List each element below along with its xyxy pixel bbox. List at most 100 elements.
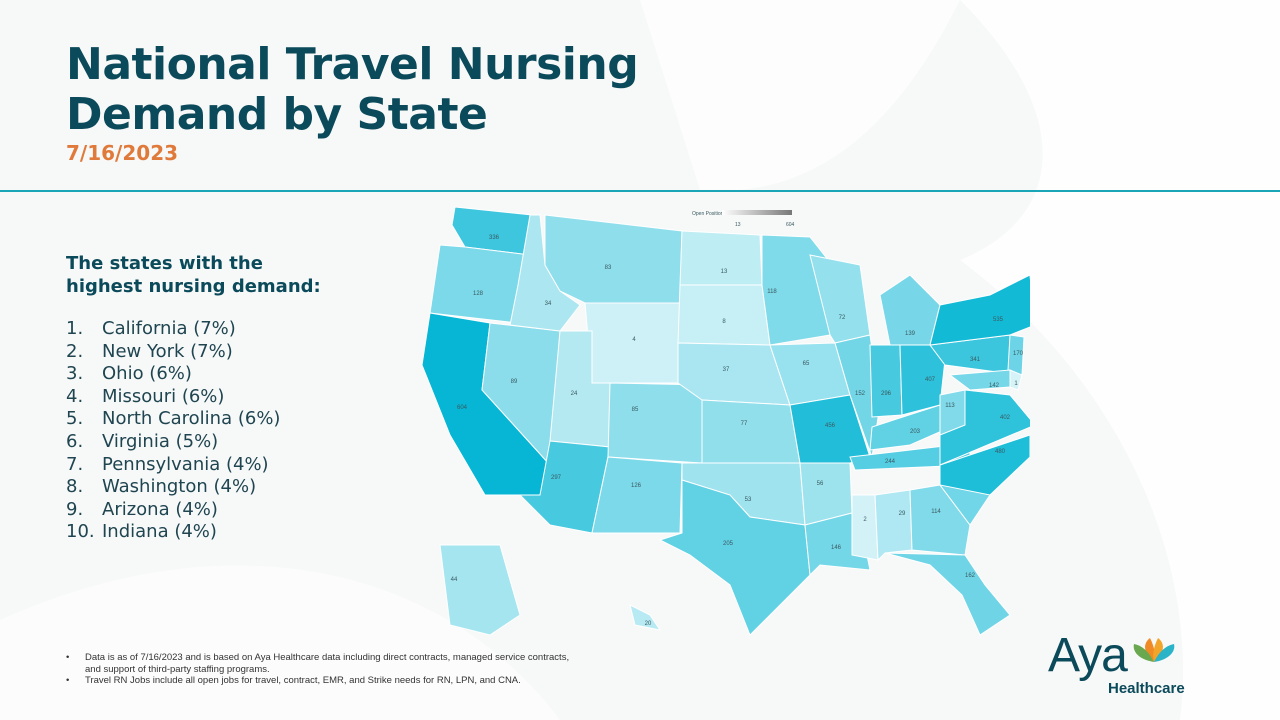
state-value-label-wa: 336: [489, 235, 500, 241]
ranking-label: Washington (4%): [102, 476, 257, 498]
ranking-label: Indiana (4%): [102, 521, 217, 543]
ranking-item: 2. New York (7%): [66, 341, 280, 364]
state-value-label-or: 128: [473, 291, 484, 297]
state-value-label-mo: 456: [825, 423, 836, 429]
ranking-number: 5.: [66, 408, 84, 430]
state-value-label-de: 1: [1014, 381, 1018, 387]
ranking-item: 9. Arizona (4%): [66, 499, 280, 522]
footnote-text: Travel RN Jobs include all open jobs for…: [85, 675, 521, 686]
state-value-label-nd: 13: [721, 269, 728, 275]
state-value-label-ca: 604: [457, 405, 468, 411]
page-title-line-2: Demand by State: [66, 89, 488, 140]
ranking-label: Missouri (6%): [102, 385, 225, 407]
state-region-ks: [701, 399, 801, 464]
report-date: 7/16/2023: [66, 141, 179, 165]
state-value-label-wi: 72: [839, 315, 846, 321]
ranking-label: California (7%): [102, 318, 236, 339]
state-value-label-tx: 205: [723, 541, 734, 547]
header-divider: [0, 190, 1280, 192]
state-value-label-nj: 170: [1013, 351, 1024, 357]
state-value-label-mn: 118: [767, 289, 777, 295]
state-region-al: [874, 489, 913, 562]
state-value-label-in: 296: [881, 391, 892, 397]
ranking-number: 4.: [66, 385, 84, 407]
state-region-ms: [851, 494, 879, 561]
state-region-ga: [909, 484, 971, 556]
state-value-label-al: 29: [899, 511, 906, 517]
state-region-ny: [929, 274, 1030, 346]
ranking-label: Pennsylvania (4%): [102, 453, 269, 475]
state-region-ak: [439, 544, 521, 636]
state-region-nd: [679, 230, 763, 286]
state-value-label-ny: 535: [993, 317, 1004, 323]
state-region-wy: [584, 302, 681, 384]
footnote: • Travel RN Jobs include all open jobs fo…: [66, 675, 586, 687]
state-value-label-az: 297: [551, 475, 562, 481]
state-value-label-il: 152: [855, 391, 866, 397]
state-value-label-ne: 37: [723, 367, 730, 373]
state-regions: 3361286048934834242978512613837775320511…: [421, 206, 1030, 636]
state-value-label-fl: 162: [965, 573, 976, 579]
bullet-icon: •: [66, 675, 70, 686]
ranking-number: 7.: [66, 453, 84, 475]
state-value-label-wy: 4: [632, 337, 636, 343]
footnote: • Data is as of 7/16/2023 and is based on…: [66, 652, 586, 675]
state-value-label-ak: 44: [451, 577, 458, 583]
ranking-number: 3.: [66, 363, 84, 385]
state-value-label-wv: 113: [945, 403, 955, 409]
state-region-md: [948, 369, 1011, 391]
ranking-number: 8.: [66, 476, 84, 498]
brand-logo-text: Aya: [1048, 629, 1128, 682]
ranking-number: 6.: [66, 430, 84, 452]
ranking-item: 6. Virginia (5%): [66, 431, 280, 454]
ranking-heading: The states with the highest nursing dema…: [66, 252, 321, 298]
state-value-label-nm: 126: [631, 483, 642, 489]
state-value-label-co: 85: [632, 407, 639, 413]
ranking-item: 4. Missouri (6%): [66, 386, 280, 409]
ranking-heading-line-2: highest nursing demand:: [66, 276, 321, 297]
state-region-co: [607, 382, 706, 464]
footnote-text: Data is as of 7/16/2023 and is based on …: [85, 652, 570, 675]
ranking-item: 8. Washington (4%): [66, 476, 280, 499]
state-value-label-ky: 203: [910, 429, 921, 435]
ranking-label: Virginia (5%): [102, 430, 219, 452]
ranking-item: 5. North Carolina (6%): [66, 408, 280, 431]
ranking-item: 7. Pennsylvania (4%): [66, 454, 280, 477]
ranking-number: 9.: [66, 498, 84, 520]
state-region-mt: [544, 214, 683, 304]
ranking-number: 10.: [66, 521, 95, 543]
state-value-label-oh: 407: [925, 377, 936, 383]
ranking-number: 1.: [66, 318, 84, 339]
state-value-label-nv: 89: [511, 379, 518, 385]
ranking-label: Ohio (6%): [102, 363, 192, 385]
state-region-hi: [629, 604, 662, 631]
aya-leaf-icon: [1133, 638, 1175, 662]
page-title-line-1: National Travel Nursing: [66, 39, 639, 90]
bullet-icon: •: [66, 652, 70, 663]
footnotes: • Data is as of 7/16/2023 and is based on…: [66, 652, 586, 687]
map-legend: Open Positions 13 604: [692, 210, 795, 228]
state-value-label-ar: 56: [817, 481, 824, 487]
ranking-heading-line-1: The states with the: [66, 253, 263, 274]
legend-min-label: 13: [735, 222, 741, 228]
state-value-label-ga: 114: [931, 509, 941, 515]
state-value-label-ut: 24: [571, 391, 578, 397]
state-ranking-list: 1. California (7%) 2. New York (7%) 3. Ohio (…: [66, 318, 280, 544]
state-value-label-sd: 8: [722, 319, 726, 325]
legend-gradient-bar: [722, 210, 792, 215]
state-value-label-mi: 139: [905, 331, 916, 337]
ranking-label: North Carolina (6%): [102, 408, 281, 430]
state-region-oh: [899, 344, 946, 416]
state-value-label-nc: 480: [995, 449, 1006, 455]
brand-logo-subtext: Healthcare: [1108, 680, 1185, 697]
page-title: National Travel Nursing Demand by State: [66, 39, 639, 140]
state-region-nm: [591, 456, 683, 534]
us-demand-map: Open Positions 13 604 336128604893483424…: [421, 206, 1030, 636]
state-value-label-ks: 77: [741, 421, 748, 427]
state-value-label-va: 402: [1000, 415, 1011, 421]
state-value-label-tn: 244: [885, 459, 896, 465]
state-region-id: [509, 214, 581, 332]
state-value-label-id: 34: [545, 301, 552, 307]
ranking-label: Arizona (4%): [102, 498, 218, 520]
